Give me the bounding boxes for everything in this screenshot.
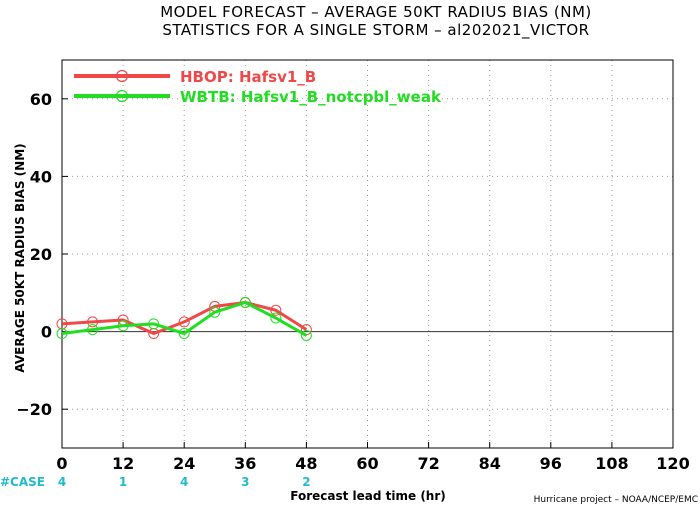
legend: HBOP: Hafsv1_B WBTB: Hafsv1_B_notcpbl_wea… (74, 68, 442, 106)
data-point (87, 316, 99, 328)
x-tick-label: 108 (595, 454, 628, 473)
x-tick-label: 12 (112, 454, 134, 473)
legend-item-2: WBTB: Hafsv1_B_notcpbl_weak (74, 88, 442, 106)
y-tick-label: 0 (41, 323, 52, 342)
x-tick-label: 96 (540, 454, 562, 473)
data-point (148, 318, 160, 330)
x-tick-label: 48 (295, 454, 317, 473)
data-point (178, 316, 190, 328)
chart-title-line2: STATISTICS FOR A SINGLE STORM – al202021… (162, 21, 589, 40)
data-point (239, 297, 251, 308)
axes: 0 12 24 36 48 60 72 84 96 108 120 −20 0 20 40 60 (16, 90, 689, 473)
data-point (87, 324, 99, 336)
grid (62, 60, 673, 448)
series-2 (56, 297, 312, 341)
series-line (61, 301, 308, 337)
credit-text: Hurricane project – NOAA/NCEP/EMC (534, 495, 698, 505)
legend-marker (115, 89, 129, 103)
x-tick-label: 24 (173, 454, 195, 473)
x-tick-label: 72 (417, 454, 439, 473)
y-tick-label: −20 (16, 400, 52, 419)
x-tick-label: 120 (656, 454, 689, 473)
chart-title-line1: MODEL FORECAST – AVERAGE 50KT RADIUS BIA… (160, 3, 592, 21)
series (56, 297, 312, 341)
data-point (117, 320, 129, 332)
data-point (270, 312, 282, 324)
legend-label: HBOP: Hafsv1_B (180, 68, 316, 86)
legend-label: WBTB: Hafsv1_B_notcpbl_weak (180, 88, 442, 106)
case-count: 4 (58, 475, 66, 489)
case-counts: 4 1 4 3 2 (58, 475, 311, 489)
x-axis-label: Forecast lead time (hr) (290, 489, 446, 503)
y-tick-label: 20 (30, 245, 52, 264)
case-label: #CASE (0, 475, 45, 489)
data-point (209, 306, 221, 318)
x-tick-label: 84 (479, 454, 501, 473)
x-tick-label: 60 (356, 454, 378, 473)
case-count: 2 (302, 475, 310, 489)
case-count: 3 (241, 475, 249, 489)
y-tick-label: 40 (30, 167, 52, 186)
x-tick-label: 0 (56, 454, 67, 473)
y-axis-label: AVERAGE 50KT RADIUS BIAS (NM) (13, 143, 27, 372)
legend-marker (115, 69, 129, 83)
data-point (178, 328, 190, 340)
data-point (56, 328, 68, 340)
legend-item-1: HBOP: Hafsv1_B (74, 68, 316, 86)
y-tick-label: 60 (30, 90, 52, 109)
data-point (300, 329, 312, 341)
data-point (270, 304, 282, 316)
x-tick-label: 36 (234, 454, 256, 473)
series-line (61, 301, 308, 336)
case-count: 1 (119, 475, 127, 489)
case-count: 4 (180, 475, 188, 489)
